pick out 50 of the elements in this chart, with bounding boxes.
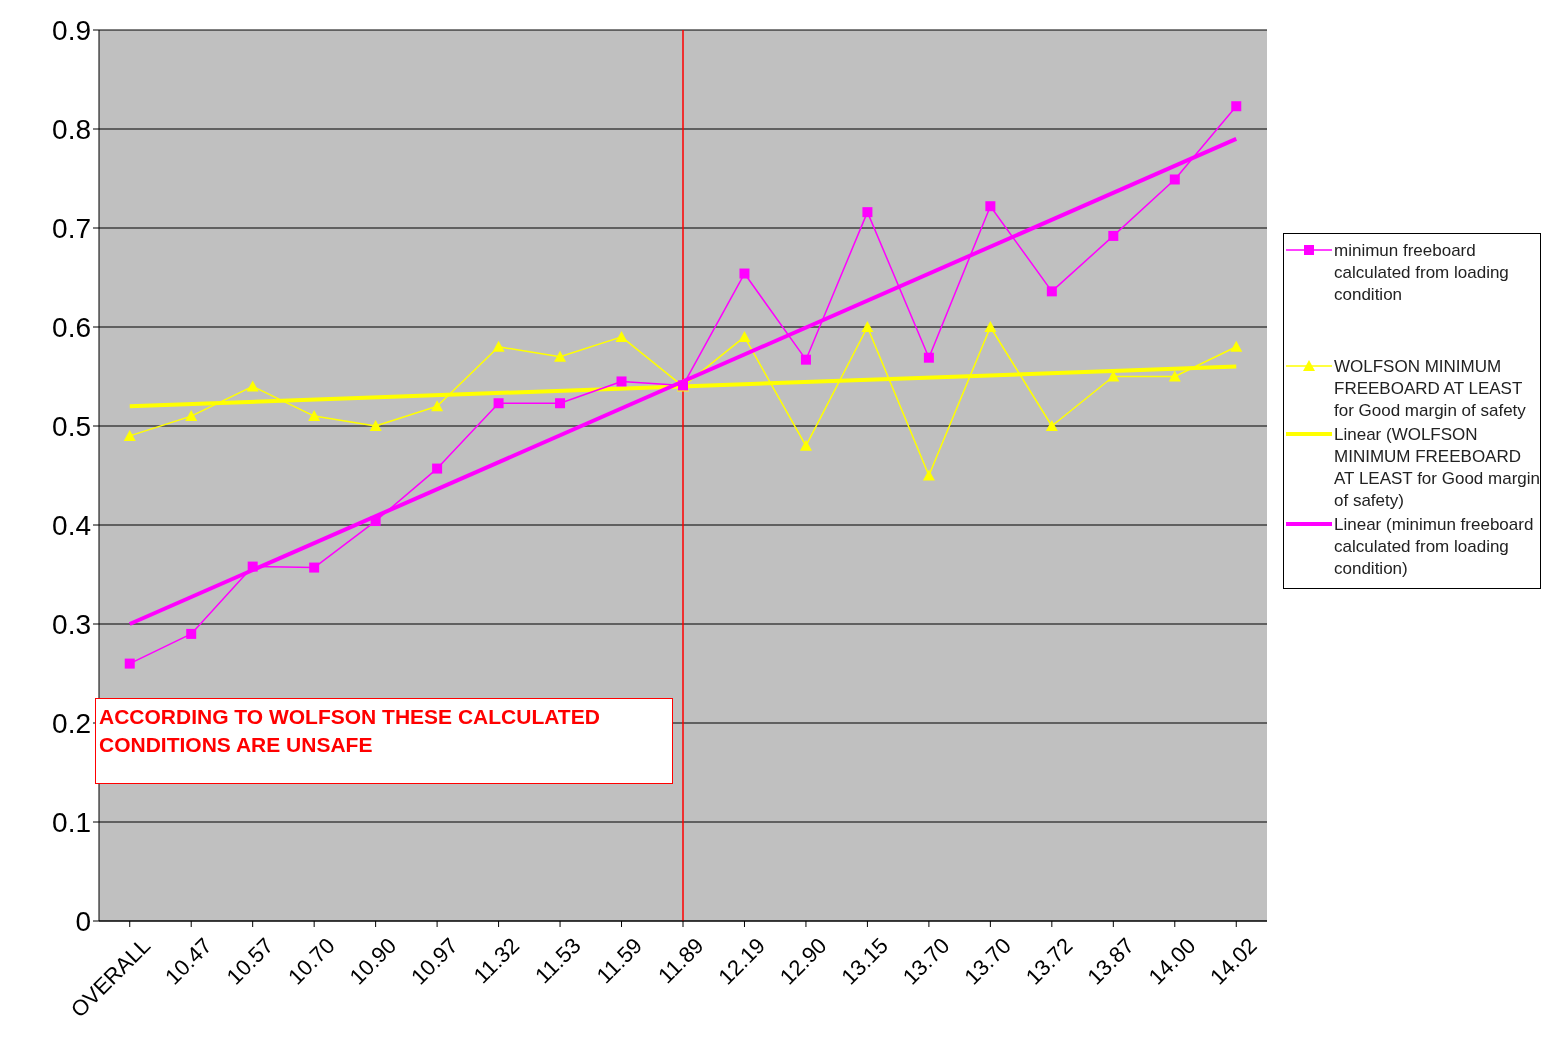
point xyxy=(1169,174,1180,185)
point xyxy=(1046,286,1057,297)
point xyxy=(124,658,135,669)
point xyxy=(554,350,567,362)
point xyxy=(616,376,627,387)
point xyxy=(861,321,874,332)
point xyxy=(492,340,505,352)
point xyxy=(186,628,197,639)
point xyxy=(984,321,997,332)
point xyxy=(1108,230,1119,241)
point xyxy=(185,410,198,422)
point xyxy=(246,380,259,392)
y-tick-label: 0.9 xyxy=(52,14,91,46)
y-tick-label: 0.1 xyxy=(52,806,91,838)
point xyxy=(369,420,382,431)
legend-label: Linear (minimun freeboard calculated from loading condition) xyxy=(1334,514,1535,580)
y-tick-label: 0.4 xyxy=(52,509,91,541)
point xyxy=(615,330,628,342)
point xyxy=(123,429,136,441)
point xyxy=(799,439,812,451)
point xyxy=(985,201,996,212)
point xyxy=(1168,370,1181,382)
y-tick-label: 0.7 xyxy=(52,212,91,244)
point xyxy=(493,398,504,409)
legend-label: WOLFSON MINIMUM FREEBOARD AT LEAST for Good margin of safety xyxy=(1334,356,1527,422)
point xyxy=(309,562,320,573)
point xyxy=(431,400,444,412)
legend-label: minimun freeboard calculated from loading condition xyxy=(1334,240,1510,306)
point xyxy=(739,268,750,279)
point xyxy=(1231,101,1242,112)
point xyxy=(1230,340,1243,352)
point xyxy=(1045,420,1058,431)
point xyxy=(370,516,381,527)
point xyxy=(555,398,566,409)
y-tick-label: 0.8 xyxy=(52,113,91,145)
y-tick-label: 0.6 xyxy=(52,311,91,343)
y-tick-label: 0 xyxy=(75,905,91,937)
legend-label: Linear (WOLFSON MINIMUM FREEBOARD AT LEAST for Good margin of safety) xyxy=(1334,424,1540,512)
y-tick-label: 0.5 xyxy=(52,410,91,442)
text-box: ACCORDING TO WOLFSON THESE CALCULATED CONDITIONS ARE UNSAFE xyxy=(95,698,673,784)
point xyxy=(862,207,873,218)
point xyxy=(800,354,811,365)
y-tick-label: 0.2 xyxy=(52,707,91,739)
y-tick-label: 0.3 xyxy=(52,608,91,640)
point xyxy=(738,330,751,342)
point xyxy=(432,463,443,474)
point xyxy=(922,469,935,481)
point xyxy=(247,561,258,572)
point xyxy=(923,352,934,363)
point xyxy=(308,410,321,422)
